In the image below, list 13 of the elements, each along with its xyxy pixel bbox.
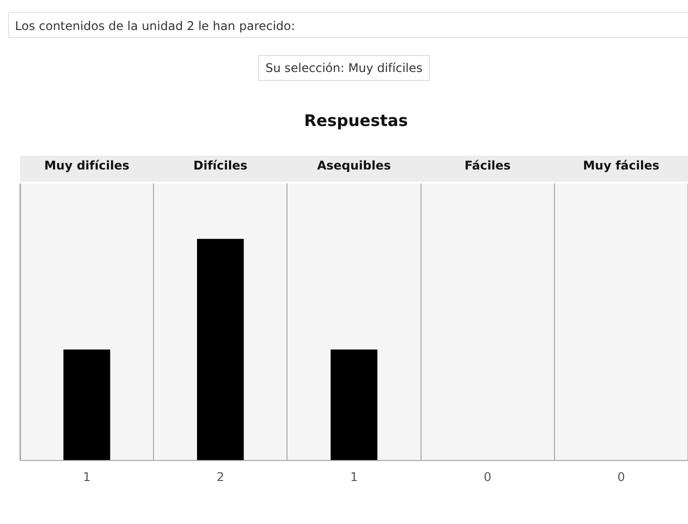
text: Los contenidos de la unidad 2 le han parecido: xyxy=(8,12,688,38)
data-label: 1 xyxy=(350,470,358,484)
data-label: 2 xyxy=(216,470,224,484)
x-tick-label: Asequibles xyxy=(317,158,391,173)
data-label: 1 xyxy=(82,470,91,484)
data-label: 0 xyxy=(617,470,626,484)
x-tick-label: Fáciles xyxy=(464,158,511,173)
chart-title: Respuestas xyxy=(304,110,408,130)
x-tick-label: Muy difíciles xyxy=(44,158,130,173)
x-tick-label: Muy fáciles xyxy=(582,158,660,173)
x-tick-label: Difíciles xyxy=(193,158,248,173)
data-label: 0 xyxy=(484,470,492,484)
text: Su selección: Muy difíciles xyxy=(258,55,430,81)
